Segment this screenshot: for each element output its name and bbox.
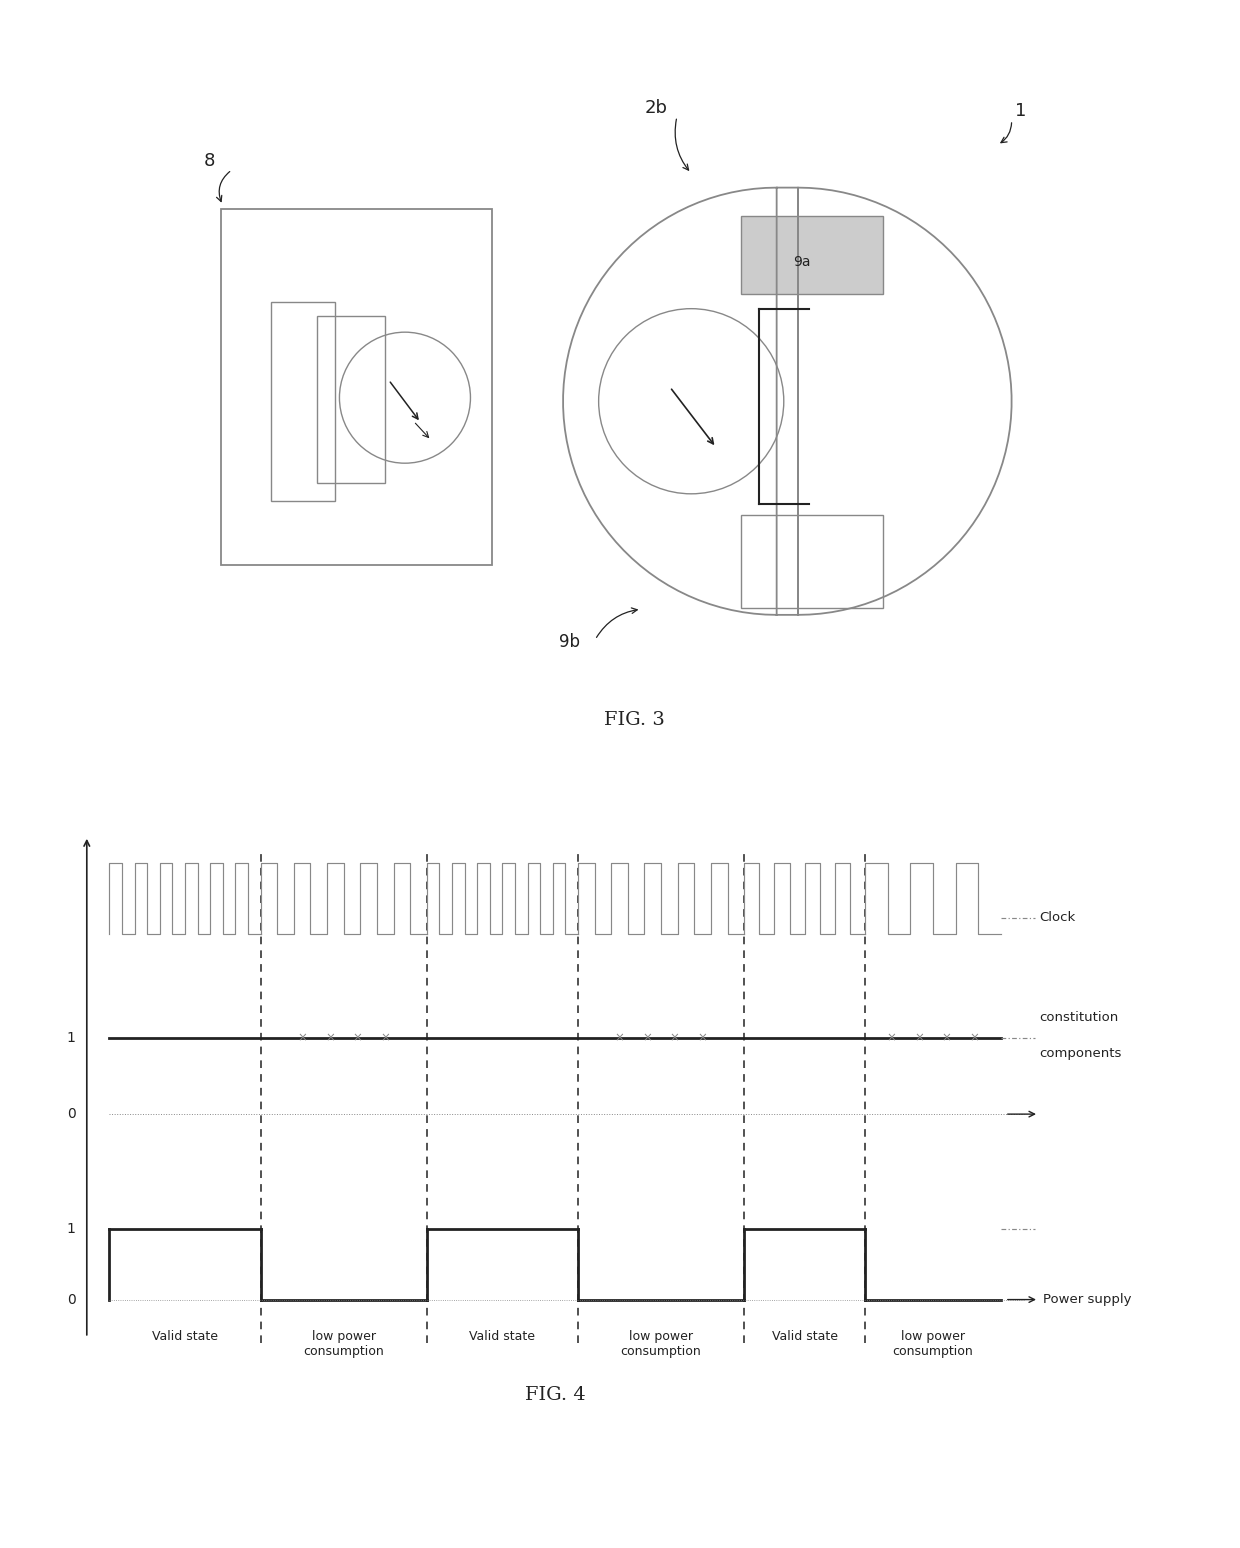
Text: FIG. 4: FIG. 4	[525, 1387, 585, 1404]
Text: ×: ×	[352, 1031, 362, 1045]
Text: 1: 1	[1016, 102, 1027, 121]
Text: ×: ×	[642, 1031, 652, 1045]
Text: ×: ×	[970, 1031, 980, 1045]
Text: 1: 1	[67, 1221, 76, 1235]
Text: constitution: constitution	[1039, 1011, 1118, 1025]
Text: components: components	[1039, 1046, 1121, 1060]
Text: Valid state: Valid state	[153, 1330, 218, 1342]
Text: ×: ×	[615, 1031, 625, 1045]
Text: 8: 8	[203, 152, 215, 170]
Bar	[221, 209, 492, 565]
Text: Power supply: Power supply	[1043, 1293, 1131, 1307]
Text: 9b: 9b	[559, 633, 580, 650]
Text: Clock: Clock	[1039, 912, 1075, 924]
Text: 9a: 9a	[792, 255, 810, 269]
Text: ×: ×	[325, 1031, 335, 1045]
Text: Valid state: Valid state	[771, 1330, 838, 1342]
Text: ×: ×	[298, 1031, 308, 1045]
Text: low power
consumption: low power consumption	[304, 1330, 384, 1358]
Bar	[742, 515, 883, 608]
Bar	[317, 316, 384, 483]
Text: 2b: 2b	[645, 99, 668, 116]
Bar	[742, 217, 883, 294]
Text: low power
consumption: low power consumption	[621, 1330, 702, 1358]
Text: Valid state: Valid state	[470, 1330, 536, 1342]
Text: ×: ×	[941, 1031, 951, 1045]
Text: low power
consumption: low power consumption	[893, 1330, 973, 1358]
Text: ×: ×	[670, 1031, 680, 1045]
Bar	[272, 302, 335, 502]
Text: 0: 0	[67, 1107, 76, 1121]
Text: FIG. 3: FIG. 3	[604, 711, 665, 729]
Text: ×: ×	[915, 1031, 925, 1045]
Text: ×: ×	[698, 1031, 708, 1045]
Text: ×: ×	[887, 1031, 897, 1045]
Text: 0: 0	[67, 1293, 76, 1307]
Text: 1: 1	[67, 1031, 76, 1045]
Text: ×: ×	[381, 1031, 391, 1045]
